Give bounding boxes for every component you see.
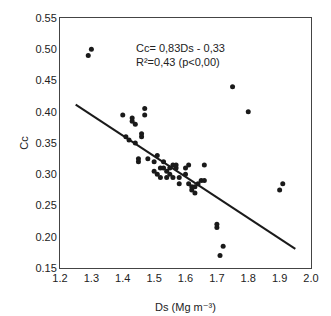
svg-text:0.35: 0.35 [35, 137, 56, 149]
svg-text:1.3: 1.3 [84, 272, 99, 284]
svg-text:1.5: 1.5 [146, 272, 161, 284]
svg-text:1.4: 1.4 [115, 272, 130, 284]
svg-text:0.30: 0.30 [35, 168, 56, 180]
svg-text:0.55: 0.55 [35, 12, 56, 24]
svg-text:0.45: 0.45 [35, 74, 56, 86]
svg-text:0.40: 0.40 [35, 106, 56, 118]
svg-text:1.2: 1.2 [52, 272, 67, 284]
svg-text:Ds (Mg m⁻³): Ds (Mg m⁻³) [155, 301, 216, 313]
svg-text:1.7: 1.7 [209, 272, 224, 284]
svg-text:0.50: 0.50 [35, 43, 56, 55]
svg-text:0.25: 0.25 [35, 199, 56, 211]
svg-text:0.15: 0.15 [35, 262, 56, 274]
svg-text:0.20: 0.20 [35, 231, 56, 243]
svg-text:1.9: 1.9 [272, 272, 287, 284]
svg-text:1.6: 1.6 [178, 272, 193, 284]
svg-text:1.8: 1.8 [241, 272, 256, 284]
svg-text:2.0: 2.0 [303, 272, 318, 284]
svg-text:Cc= 0,83Ds - 0,33R²=0,43 (p<0,: Cc= 0,83Ds - 0,33R²=0,43 (p<0,00) [136, 42, 225, 68]
svg-text:Cc: Cc [18, 136, 30, 150]
